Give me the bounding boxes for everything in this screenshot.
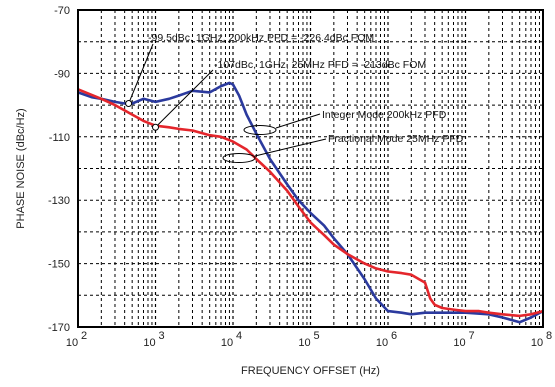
x-tick-exponent: 5 bbox=[314, 330, 320, 342]
series-fractional-line bbox=[77, 88, 544, 318]
x-tick-label: 10 bbox=[221, 337, 233, 349]
annotation-integer-fom: -99.5dBc, 1GHz, 200kHz PFD = -226.4dBc F… bbox=[148, 32, 374, 44]
x-tick-exponent: 8 bbox=[546, 330, 552, 342]
annotations: -99.5dBc, 1GHz, 200kHz PFD = -226.4dBc F… bbox=[125, 32, 464, 163]
annotation-leader-integer bbox=[128, 43, 154, 104]
legend-label-fractional: Fractional Mode 25MHz PFD bbox=[328, 133, 464, 145]
y-axis-title: PHASE NOISE (dBc/Hz) bbox=[15, 108, 27, 228]
x-tick-exponent: 2 bbox=[81, 330, 87, 342]
y-tick-label: -90 bbox=[54, 68, 70, 80]
y-tick-label: -130 bbox=[48, 195, 70, 207]
annotation-marker-fractional bbox=[152, 123, 159, 131]
legend-ellipse-integer bbox=[243, 125, 277, 135]
x-tick-exponent: 3 bbox=[159, 330, 165, 342]
legend-label-integer: Integer Mode 200kHz PFD bbox=[322, 109, 447, 121]
y-tick-label: -170 bbox=[48, 322, 70, 334]
series-integer-line bbox=[77, 81, 544, 324]
y-tick-label: -150 bbox=[48, 259, 70, 271]
x-tick-label: 10 bbox=[453, 337, 465, 349]
x-tick-label: 10 bbox=[531, 337, 543, 349]
annotation-fractional-fom: -107dBc, 1GHz, 25MHz PFD = -213dBc FOM bbox=[214, 59, 426, 71]
legend-leader-fractional bbox=[254, 138, 327, 157]
x-tick-exponent: 7 bbox=[469, 330, 475, 342]
series-lines bbox=[77, 81, 544, 324]
x-tick-label: 10 bbox=[66, 337, 78, 349]
x-tick-label: 10 bbox=[376, 337, 388, 349]
tick-labels: -70-90-110-130-150-170102103104105106107… bbox=[48, 5, 552, 349]
legend-ellipse-fractional bbox=[222, 153, 256, 163]
x-tick-exponent: 6 bbox=[391, 330, 397, 342]
plot-frame bbox=[77, 9, 544, 328]
x-tick-label: 10 bbox=[143, 337, 155, 349]
annotation-marker-integer bbox=[125, 100, 133, 108]
x-tick-label: 10 bbox=[298, 337, 310, 349]
annotation-leader-fractional bbox=[155, 69, 214, 128]
legend-leader-integer bbox=[275, 113, 321, 129]
x-axis-title: FREQUENCY OFFSET (Hz) bbox=[241, 365, 380, 377]
y-tick-label: -70 bbox=[54, 5, 70, 17]
y-tick-label: -110 bbox=[49, 132, 70, 144]
x-tick-exponent: 4 bbox=[236, 330, 242, 342]
